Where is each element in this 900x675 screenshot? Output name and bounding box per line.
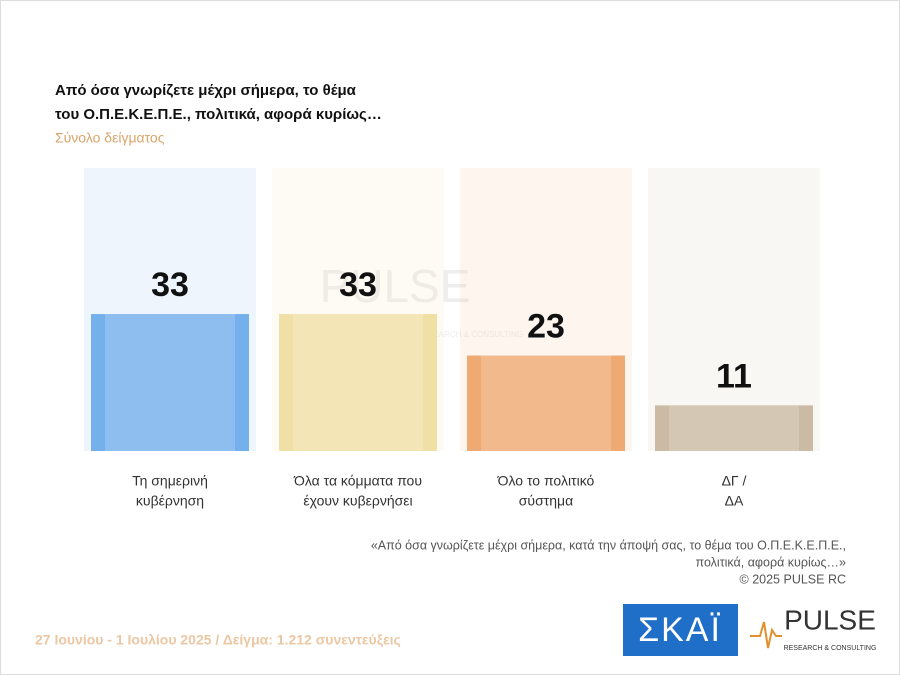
pulse-wave — [750, 621, 782, 649]
bar — [467, 355, 625, 451]
value-label: 11 — [716, 357, 752, 395]
bar-highlight — [481, 355, 611, 451]
x-tick-label: ΔΑ — [725, 493, 744, 509]
bar-highlight — [105, 314, 235, 451]
note: © 2025 PULSE RC — [740, 572, 846, 586]
skai-logo: ΣΚΑΪ — [638, 611, 722, 649]
value-label: 23 — [527, 308, 565, 346]
x-tick-label: Τη σημερινή — [132, 473, 208, 489]
x-tick-label: σύστημα — [519, 493, 573, 509]
pulse-logo: PULSE — [784, 604, 876, 635]
x-tick-label: κυβέρνηση — [136, 493, 204, 509]
bar-highlight — [669, 405, 799, 451]
value-label: 33 — [339, 266, 377, 304]
bar — [655, 405, 813, 451]
x-tick-label: έχουν κυβερνήσει — [303, 493, 412, 509]
chart-title: του Ο.Π.Ε.Κ.Ε.Π.Ε., πολιτικά, αφορά κυρί… — [55, 106, 382, 123]
bar — [279, 314, 437, 451]
bar — [91, 314, 249, 451]
pulse-tagline: RESEARCH & CONSULTING — [784, 645, 877, 652]
note: «Από όσα γνωρίζετε μέχρι σήμερα, κατά τη… — [371, 538, 846, 552]
value-label: 33 — [151, 266, 189, 304]
chart-subtitle: Σύνολο δείγματος — [55, 130, 165, 146]
x-tick-label: Όλα τα κόμματα που — [293, 473, 422, 489]
bar-highlight — [293, 314, 423, 451]
footer: 27 Ιουνίου - 1 Ιουλίου 2025 / Δείγμα: 1.… — [35, 632, 401, 648]
note: πολιτικά, αφορά κυρίως…» — [696, 555, 847, 569]
x-tick-label: Όλο το πολιτικό — [497, 473, 595, 489]
x-tick-label: ΔΓ / — [722, 473, 747, 489]
watermark-tagline: RESEARCH & CONSULTING — [417, 330, 523, 339]
watermark: PULSE — [320, 260, 471, 312]
chart-title: Από όσα γνωρίζετε μέχρι σήμερα, το θέμα — [55, 82, 357, 99]
bar-backdrop — [648, 168, 820, 451]
skai-logo-bg — [623, 604, 738, 656]
